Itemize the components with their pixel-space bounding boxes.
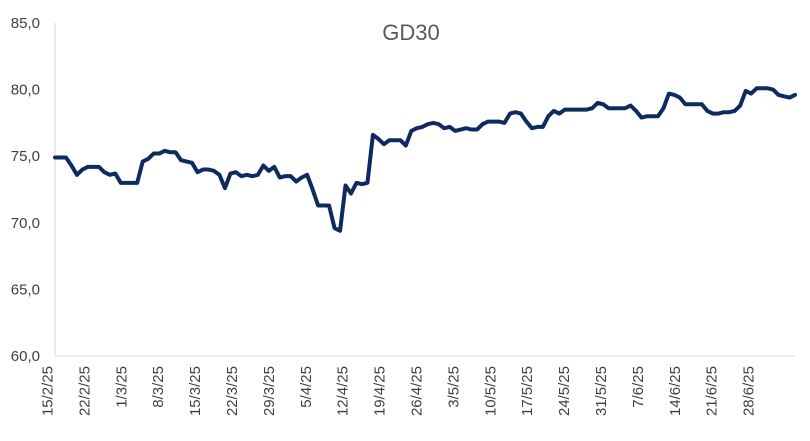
x-tick-label: 19/4/25 <box>372 366 389 416</box>
series-group <box>53 86 797 233</box>
x-tick-label: 5/4/25 <box>298 366 315 408</box>
x-tick-label: 21/6/25 <box>704 366 721 416</box>
x-tick-label: 17/5/25 <box>519 366 536 416</box>
x-tick-label: 10/5/25 <box>482 366 499 416</box>
x-tick-label: 28/6/25 <box>741 366 758 416</box>
y-tick-label: 60,0 <box>11 348 40 365</box>
y-tick-label: 80,0 <box>11 82 40 99</box>
x-tick-label: 24/5/25 <box>556 366 573 416</box>
y-tick-label: 75,0 <box>11 148 40 165</box>
x-tick-label: 14/6/25 <box>667 366 684 416</box>
y-tick-label: 65,0 <box>11 281 40 298</box>
y-tick-label: 85,0 <box>11 15 40 32</box>
chart-title: GD30 <box>382 20 439 45</box>
y-axis-ticks: 60,0 65,0 70,0 75,0 80,0 85,0 <box>11 15 40 365</box>
x-tick-label: 22/2/25 <box>76 366 93 416</box>
x-tick-label: 31/5/25 <box>593 366 610 416</box>
series-line <box>53 86 797 233</box>
x-tick-label: 15/3/25 <box>187 366 204 416</box>
x-axis-ticks: 15/2/25 22/2/25 1/3/25 8/3/25 15/3/25 22/3/25… <box>40 366 758 416</box>
x-tick-label: 15/2/25 <box>40 366 57 416</box>
x-tick-label: 22/3/25 <box>224 366 241 416</box>
x-tick-label: 8/3/25 <box>150 366 167 408</box>
y-tick-label: 70,0 <box>11 215 40 232</box>
x-tick-label: 12/4/25 <box>335 366 352 416</box>
x-tick-label: 29/3/25 <box>261 366 278 416</box>
x-tick-label: 3/5/25 <box>445 366 462 408</box>
x-tick-label: 1/3/25 <box>113 366 130 408</box>
x-tick-label: 26/4/25 <box>409 366 426 416</box>
x-tick-label: 7/6/25 <box>630 366 647 408</box>
